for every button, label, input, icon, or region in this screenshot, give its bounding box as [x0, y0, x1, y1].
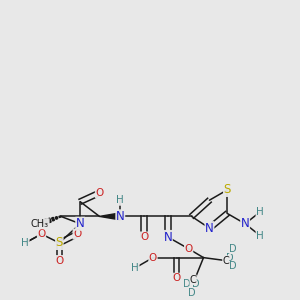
Text: O: O — [184, 244, 193, 254]
Text: N: N — [241, 217, 250, 230]
Text: H: H — [131, 263, 139, 273]
Text: D: D — [230, 244, 237, 254]
Text: D: D — [192, 279, 200, 289]
Polygon shape — [59, 216, 61, 218]
Text: D: D — [230, 262, 237, 272]
Text: H: H — [21, 238, 29, 248]
Text: D: D — [188, 288, 195, 298]
Text: O: O — [172, 273, 181, 283]
Text: N: N — [76, 217, 85, 230]
Text: O: O — [73, 229, 81, 239]
Polygon shape — [41, 220, 44, 226]
Text: D: D — [226, 253, 234, 262]
Text: S: S — [224, 183, 231, 196]
Text: S: S — [56, 236, 63, 249]
Text: H: H — [116, 195, 124, 205]
Text: C: C — [222, 256, 229, 266]
Polygon shape — [100, 213, 120, 220]
Polygon shape — [44, 219, 48, 224]
Text: H: H — [256, 230, 264, 241]
Text: D: D — [183, 279, 191, 289]
Polygon shape — [52, 218, 54, 221]
Text: C: C — [190, 275, 196, 285]
Polygon shape — [55, 217, 58, 219]
Text: N: N — [205, 222, 214, 235]
Text: H: H — [256, 207, 264, 217]
Text: O: O — [149, 253, 157, 262]
Text: O: O — [55, 256, 64, 266]
Text: O: O — [95, 188, 104, 198]
Text: N: N — [164, 230, 172, 244]
Text: N: N — [116, 210, 125, 223]
Polygon shape — [48, 218, 51, 223]
Text: CH₃: CH₃ — [31, 219, 49, 229]
Text: O: O — [140, 232, 148, 242]
Text: O: O — [38, 229, 46, 239]
